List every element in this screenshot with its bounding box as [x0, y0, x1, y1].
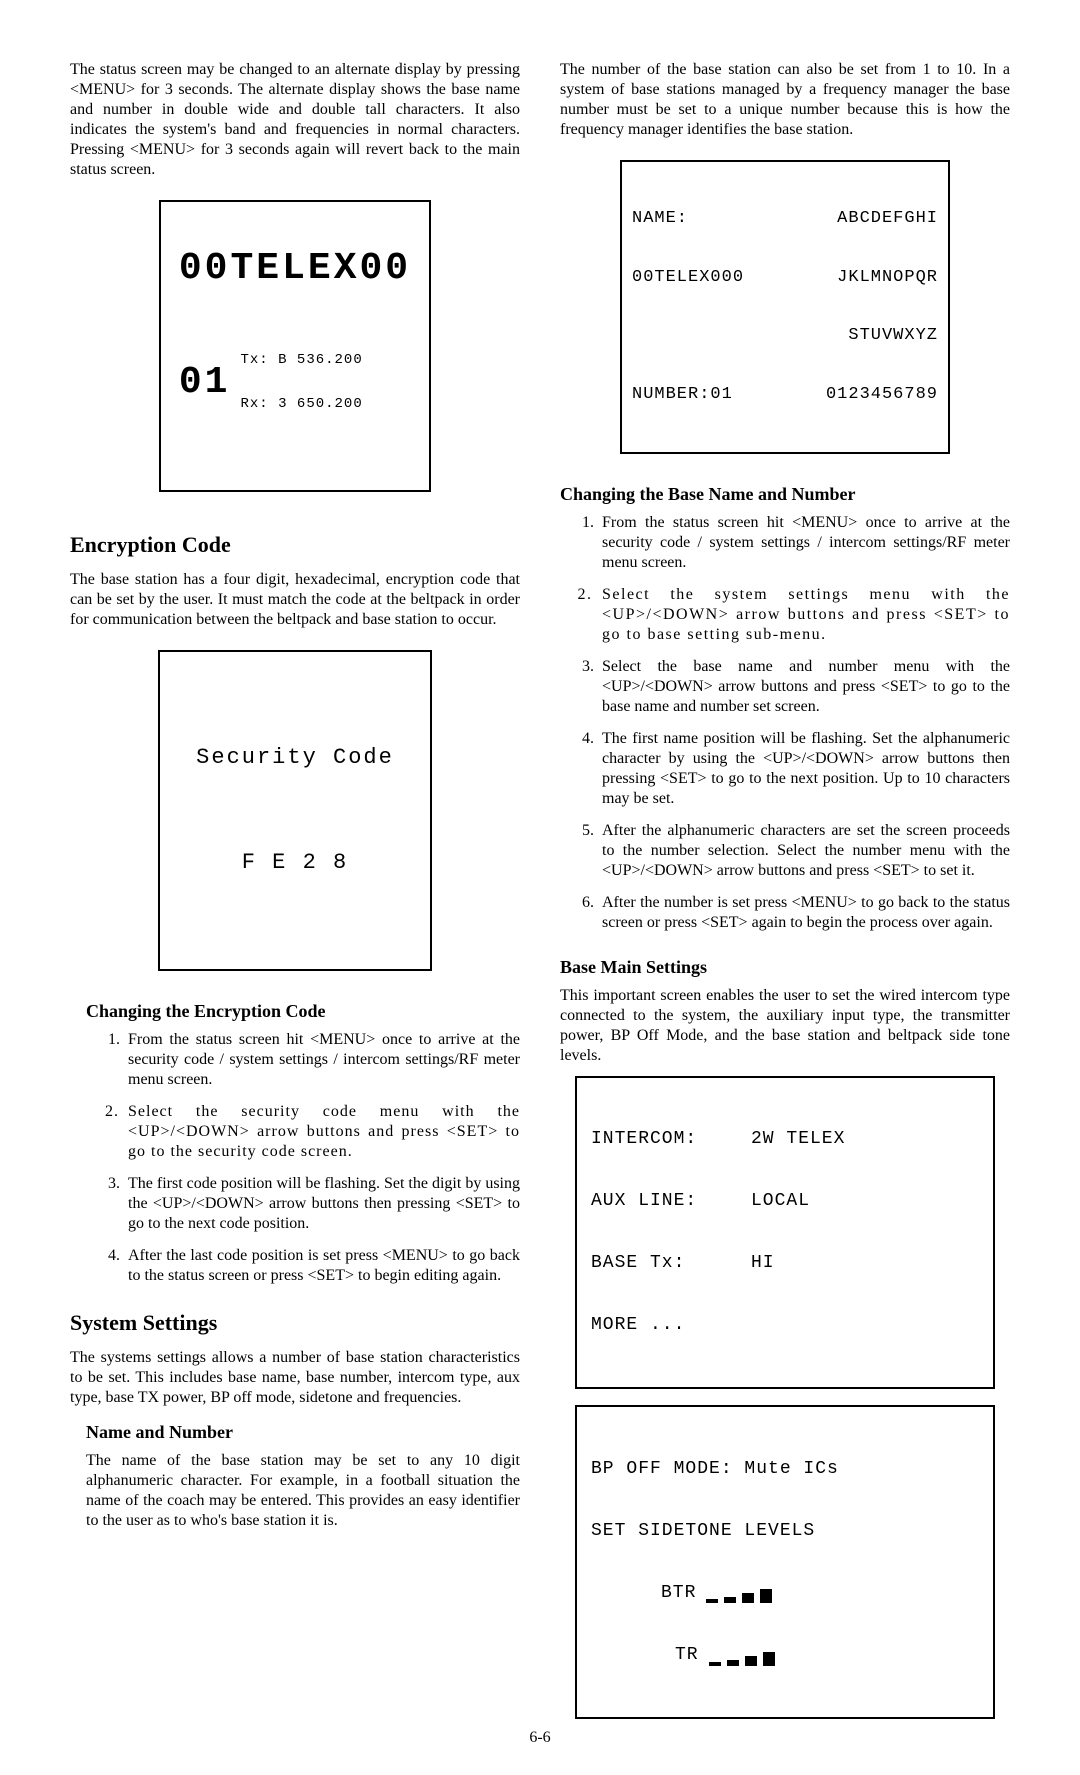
name-step: After the alphanumeric characters are se… — [598, 821, 1010, 881]
lcd-bpoff-line1: BP OFF MODE: Mute ICs — [591, 1459, 979, 1480]
lcd-btr-bar-row: BTR — [661, 1583, 979, 1604]
name-step: From the status screen hit <MENU> once t… — [598, 513, 1010, 573]
lcd-status-display: 00TELEX00 01 Tx: B 536.200 Rx: 3 650.200 — [159, 200, 431, 492]
lcd-name-l1b: ABCDEFGHI — [837, 209, 938, 229]
lcd-intercom-value: 2W TELEX — [751, 1129, 845, 1150]
name-number-paragraph: The name of the base station may be set … — [86, 1451, 520, 1531]
status-screen-paragraph: The status screen may be changed to an a… — [70, 60, 520, 180]
lcd-tx-label: Tx: — [240, 352, 268, 368]
bar-icon — [724, 1597, 736, 1603]
changing-encryption-block: Changing the Encryption Code From the st… — [70, 1001, 520, 1286]
base-main-paragraph: This important screen enables the user t… — [560, 986, 1010, 1066]
lcd-name-l2a: 00TELEX000 — [632, 268, 744, 288]
lcd-base-main-display: INTERCOM:2W TELEX AUX LINE:LOCAL BASE Tx… — [575, 1076, 995, 1390]
name-step: Select the system settings menu with the… — [598, 585, 1010, 645]
lcd-name-display: NAME: ABCDEFGHI 00TELEX000 JKLMNOPQR STUVW… — [620, 160, 950, 454]
lcd-auxline-value: LOCAL — [751, 1191, 810, 1212]
name-number-heading: Name and Number — [86, 1422, 520, 1443]
lcd-security-line2: F E 2 8 — [196, 845, 394, 880]
encryption-code-heading: Encryption Code — [70, 532, 520, 558]
encryption-step: Select the security code menu with the <… — [124, 1102, 520, 1162]
encryption-step: After the last code position is set pres… — [124, 1246, 520, 1286]
name-number-block: Name and Number The name of the base sta… — [70, 1422, 520, 1531]
lcd-security-wrap: Security Code F E 2 8 — [70, 640, 520, 988]
encryption-step: From the status screen hit <MENU> once t… — [124, 1030, 520, 1090]
system-settings-heading: System Settings — [70, 1310, 520, 1336]
lcd-name-l1a: NAME: — [632, 209, 688, 229]
lcd-name-l2b: JKLMNOPQR — [837, 268, 938, 288]
lcd-tx-band: B — [278, 352, 287, 368]
lcd-bpoff-display: BP OFF MODE: Mute ICs SET SIDETONE LEVEL… — [575, 1405, 995, 1719]
bar-icon — [742, 1593, 754, 1603]
lcd-name-wrap: NAME: ABCDEFGHI 00TELEX000 JKLMNOPQR STUVW… — [560, 150, 1010, 470]
encryption-code-paragraph: The base station has a four digit, hexad… — [70, 570, 520, 630]
lcd-auxline-label: AUX LINE: — [591, 1191, 751, 1212]
left-column: The status screen may be changed to an a… — [70, 60, 520, 1735]
lcd-tr-label: TR — [675, 1645, 699, 1666]
bar-icon — [706, 1599, 718, 1603]
page-number: 6-6 — [0, 1729, 1080, 1747]
base-number-paragraph: The number of the base station can also … — [560, 60, 1010, 140]
lcd-intercom-label: INTERCOM: — [591, 1129, 751, 1150]
bar-icon — [763, 1652, 775, 1666]
lcd-name-l3b: STUVWXYZ — [848, 326, 938, 346]
lcd-status-freqs: Tx: B 536.200 Rx: 3 650.200 — [240, 324, 362, 442]
changing-name-heading: Changing the Base Name and Number — [560, 484, 1010, 505]
lcd-more-label: MORE ... — [591, 1315, 685, 1335]
lcd-security-line1: Security Code — [196, 740, 394, 775]
lcd-rx-label: Rx: — [240, 396, 268, 412]
lcd-btr-label: BTR — [661, 1583, 696, 1604]
base-main-heading: Base Main Settings — [560, 957, 1010, 978]
lcd-tx-freq: 536.200 — [297, 352, 363, 368]
name-steps-list: From the status screen hit <MENU> once t… — [560, 513, 1010, 933]
lcd-rx-band: 3 — [278, 396, 287, 412]
encryption-step: The first code position will be flashing… — [124, 1174, 520, 1234]
lcd-basetx-label: BASE Tx: — [591, 1253, 751, 1274]
bar-icon — [760, 1589, 772, 1603]
lcd-rx-freq: 650.200 — [297, 396, 363, 412]
system-settings-paragraph: The systems settings allows a number of … — [70, 1348, 520, 1408]
changing-encryption-heading: Changing the Encryption Code — [86, 1001, 520, 1022]
lcd-name-l4a: NUMBER:01 — [632, 385, 733, 405]
bar-icon — [727, 1660, 739, 1666]
lcd-name-l4b: 0123456789 — [826, 385, 938, 405]
bar-icon — [709, 1662, 721, 1666]
two-column-layout: The status screen may be changed to an a… — [70, 60, 1010, 1735]
name-step: The first name position will be flashing… — [598, 729, 1010, 809]
right-column: The number of the base station can also … — [560, 60, 1010, 1735]
lcd-status-wrap: 00TELEX00 01 Tx: B 536.200 Rx: 3 650.200 — [70, 190, 520, 508]
lcd-status-name: 00TELEX00 — [179, 250, 411, 288]
bar-icon — [745, 1656, 757, 1666]
lcd-tr-bar-row: TR — [675, 1645, 979, 1666]
lcd-status-number: 01 — [179, 364, 231, 402]
lcd-bpoff-line2: SET SIDETONE LEVELS — [591, 1521, 979, 1542]
encryption-steps-list: From the status screen hit <MENU> once t… — [86, 1030, 520, 1286]
lcd-basetx-value: HI — [751, 1253, 775, 1274]
lcd-status-row: 01 Tx: B 536.200 Rx: 3 650.200 — [179, 324, 411, 442]
name-step: After the number is set press <MENU> to … — [598, 893, 1010, 933]
lcd-security-display: Security Code F E 2 8 — [158, 650, 432, 972]
name-step: Select the base name and number menu wit… — [598, 657, 1010, 717]
